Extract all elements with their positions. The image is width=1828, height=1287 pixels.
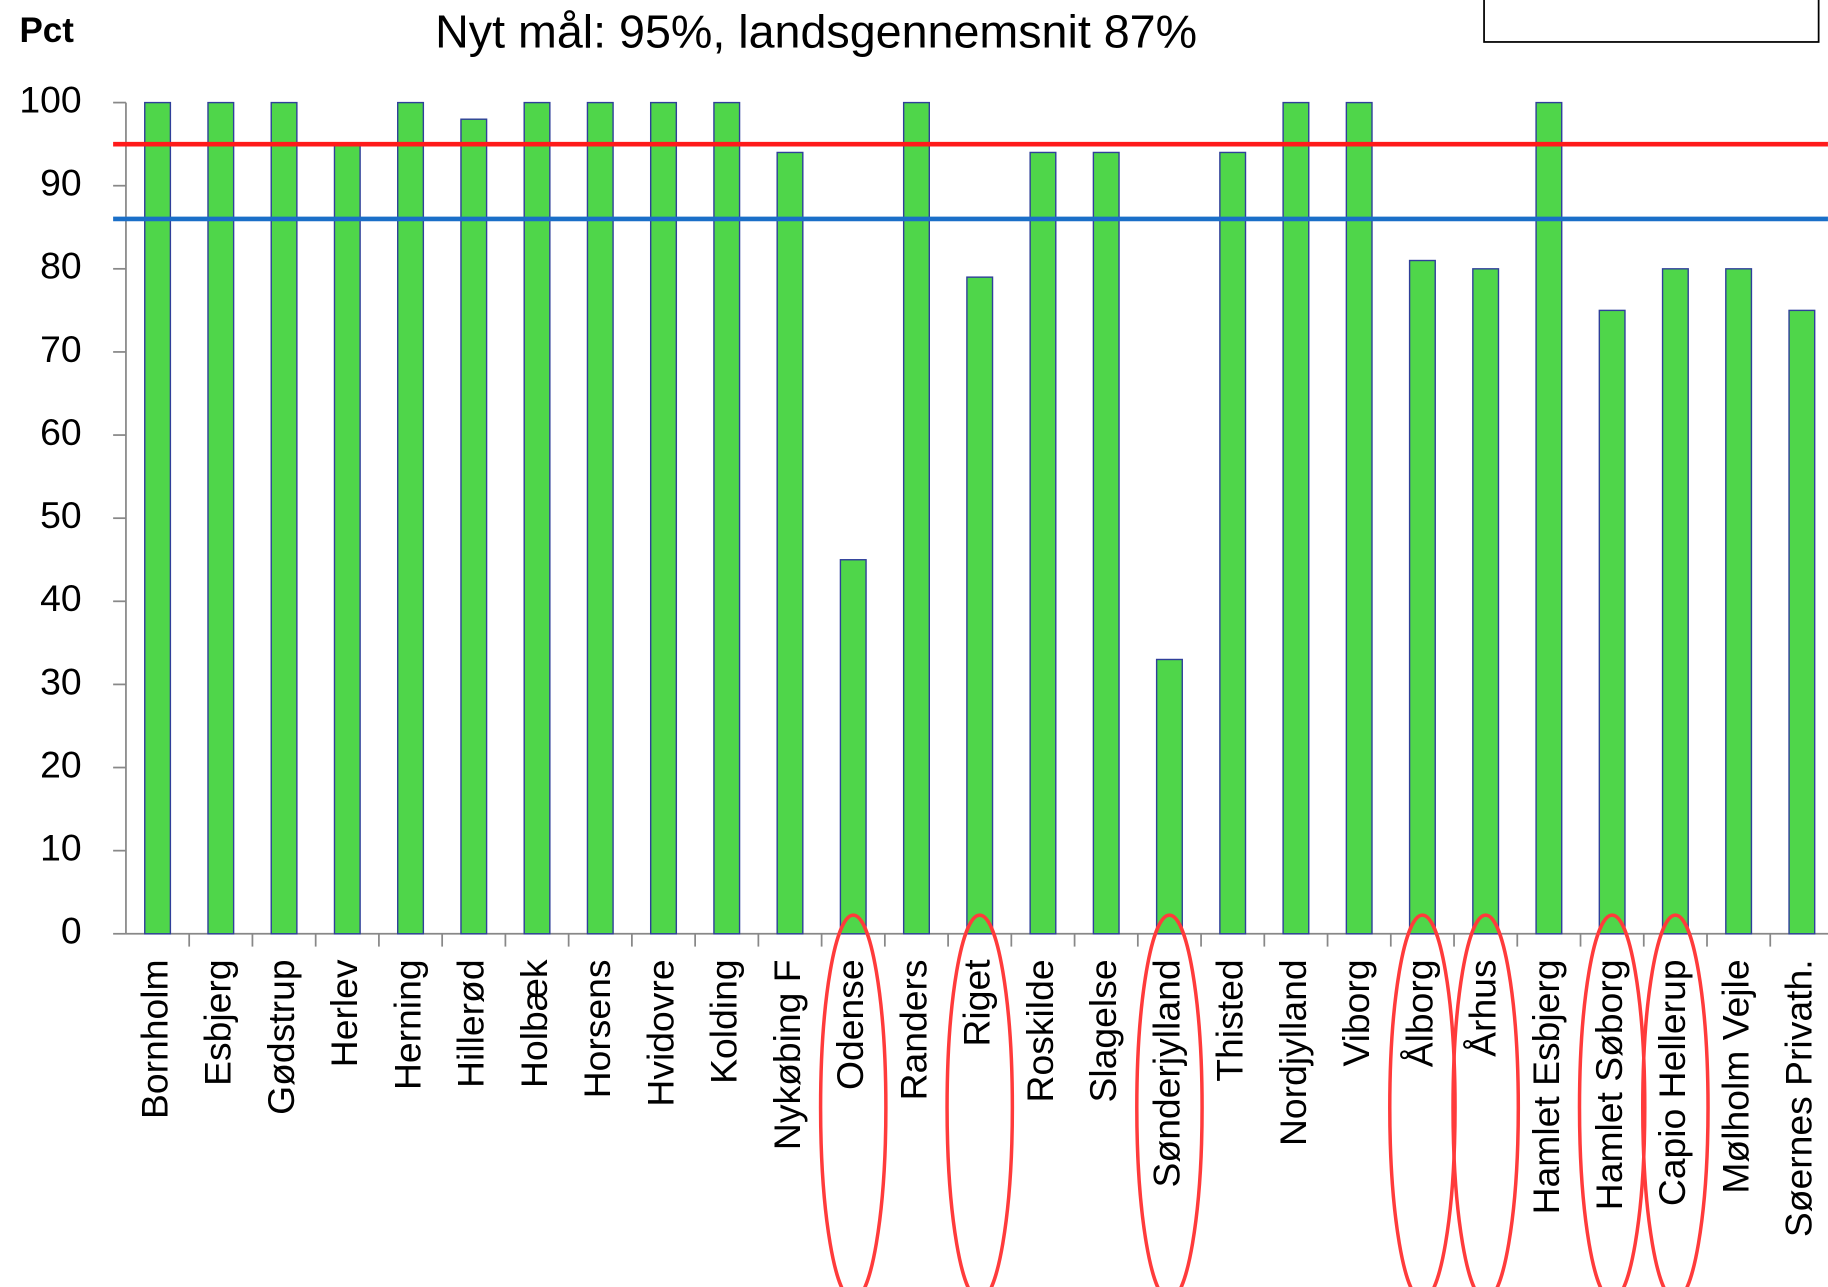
x-tick-label: Nordjylland: [1272, 959, 1314, 1146]
bar: [1535, 101, 1563, 935]
x-tick-label: Roskilde: [1019, 959, 1061, 1102]
bar: [776, 151, 804, 935]
highlight-ellipse: [1388, 913, 1457, 1287]
x-tick-label: Odense: [829, 959, 871, 1090]
x-tick-label: Herlev: [323, 959, 365, 1067]
x-tick-label: Slagelse: [1082, 959, 1124, 1102]
x-tick-label: Mølholm Vejle: [1714, 959, 1756, 1193]
bar: [966, 276, 994, 935]
x-tick-label: Hvidovre: [639, 959, 681, 1106]
x-tick-label: Hamlet Søborg: [1588, 959, 1630, 1210]
x-tick-label: Capio Hellerup: [1651, 959, 1693, 1206]
y-tick-label: 40: [40, 577, 81, 619]
bar: [1092, 151, 1120, 935]
highlight-ellipse: [945, 913, 1015, 1287]
y-tick-label: 20: [40, 743, 81, 785]
x-tick-label: Hillerød: [450, 959, 492, 1087]
bar: [460, 118, 488, 935]
bar: [1788, 309, 1816, 935]
bar: [144, 101, 172, 935]
bar: [586, 101, 614, 935]
x-tick-label: Hamlet Esbjerg: [1525, 959, 1567, 1214]
y-tick-label: 100: [19, 78, 81, 120]
bar: [523, 101, 551, 935]
bar: [1472, 268, 1500, 935]
x-tick-label: Holbæk: [513, 959, 555, 1088]
x-tick-label: Randers: [892, 959, 934, 1100]
highlight-ellipse: [818, 913, 888, 1287]
bar: [1408, 259, 1436, 935]
x-tick-label: Herning: [386, 959, 428, 1090]
chart-title: Nyt mål: 95%, landsgennemsnit 87%: [435, 5, 1197, 57]
bar: [1598, 309, 1626, 935]
x-tick-label: Viborg: [1335, 959, 1377, 1066]
y-tick-label: 60: [40, 411, 81, 453]
bar: [397, 101, 425, 935]
bar: [207, 101, 235, 935]
bar: [1345, 101, 1373, 935]
y-tick-label: 70: [40, 328, 81, 370]
x-tick-label: Thisted: [1209, 959, 1251, 1081]
bar: [839, 559, 867, 935]
bar: [1155, 658, 1183, 935]
bar: [1282, 101, 1310, 935]
bar: [713, 101, 741, 935]
y-tick-label: 90: [40, 162, 81, 204]
x-tick-label: Esbjerg: [197, 959, 239, 1085]
bar: [1661, 268, 1689, 935]
x-tick-label: Nykøbing F: [766, 959, 808, 1150]
bar: [270, 101, 298, 935]
x-tick-label: Horsens: [576, 959, 618, 1098]
x-tick-label: Sønderjylland: [1145, 959, 1187, 1187]
x-tick-label: Riget: [956, 959, 998, 1047]
bar: [1029, 151, 1057, 935]
y-tick-label: 80: [40, 245, 81, 287]
x-tick-label: Kolding: [703, 959, 745, 1083]
bar: [1219, 151, 1247, 935]
y-tick-label: 50: [40, 494, 81, 536]
y-tick-label: 0: [61, 910, 82, 952]
y-tick-label: 10: [40, 827, 81, 869]
highlight-ellipse: [1577, 913, 1647, 1287]
y-axis-label: Pct: [19, 11, 74, 50]
x-tick-label: Bornholm: [133, 959, 175, 1119]
y-tick-label: 30: [40, 660, 81, 702]
bar: [1725, 268, 1753, 935]
x-tick-label: Ålborg: [1398, 959, 1440, 1067]
bar: [333, 143, 361, 935]
x-tick-label: Århus: [1462, 959, 1504, 1056]
highlight-ellipse: [1451, 913, 1521, 1287]
highlight-ellipse: [1135, 913, 1204, 1287]
bar: [902, 101, 931, 935]
bar: [649, 101, 678, 935]
highlight-ellipse: [1641, 913, 1710, 1287]
x-tick-label: Søernes Privath.: [1778, 959, 1820, 1237]
empty-box: [1483, 0, 1820, 43]
x-tick-label: Gødstrup: [260, 959, 302, 1114]
